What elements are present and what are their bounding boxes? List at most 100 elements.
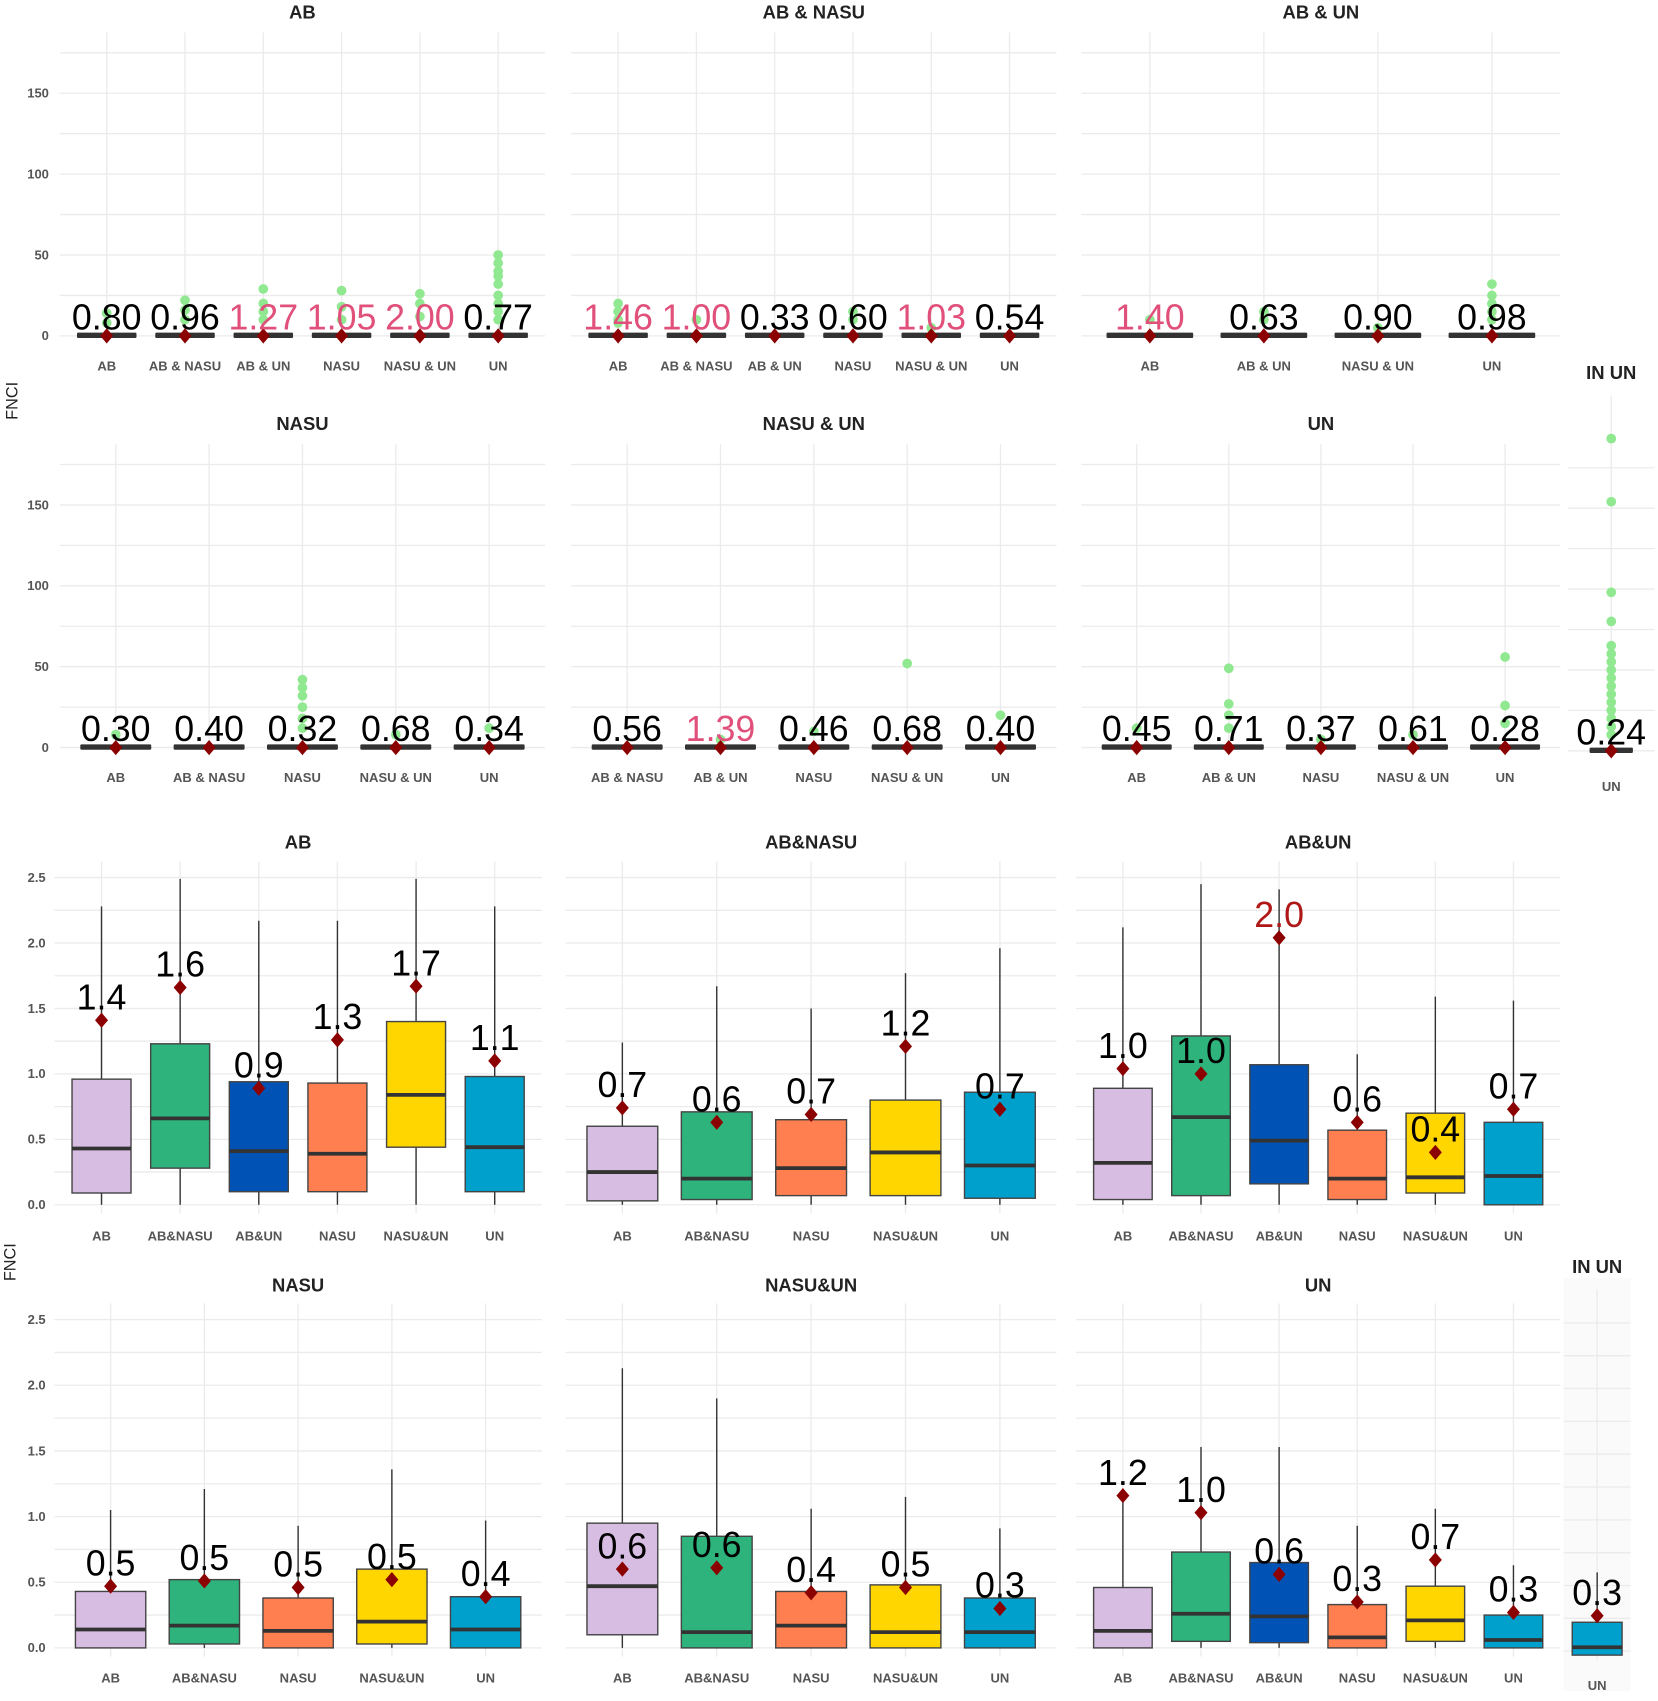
- y-tick-label: 0.5: [28, 1575, 46, 1590]
- mean-diamond: [1350, 1114, 1364, 1130]
- mean-diamond: [1143, 328, 1157, 344]
- y-tick-label: 1.5: [28, 1001, 46, 1016]
- x-tick-label: NASU: [795, 770, 832, 785]
- x-tick-label: UN: [1504, 1229, 1523, 1244]
- x-tick-label: NASU: [319, 1229, 356, 1244]
- outlier-point: [1606, 496, 1617, 507]
- outlier-point: [715, 734, 726, 745]
- mean-diamond: [202, 739, 216, 756]
- box-ab: [586, 1522, 659, 1636]
- x-tick-label: UN: [1602, 779, 1621, 794]
- mean-value-label: 0.3: [1332, 1559, 1382, 1599]
- mean-value-label: 0.45: [1102, 709, 1172, 749]
- outlier-point: [1606, 648, 1617, 659]
- y-tick-label: 0.5: [28, 1132, 46, 1147]
- facet-title: AB & UN: [1283, 1, 1360, 22]
- x-tick-label: AB & UN: [748, 359, 802, 374]
- mean-value-label: 0.7: [1489, 1066, 1539, 1106]
- outlier-point: [1258, 306, 1269, 317]
- x-tick-label: UN: [991, 1229, 1010, 1244]
- facet-panel-top-3: 0 50 100 150 NASU 0.30 AB 0.40 AB & NASU 0.32 NASU…: [27, 413, 546, 785]
- mean-value-label: 1.7: [391, 943, 441, 983]
- facet-title: UN: [1308, 413, 1335, 434]
- facet-title: AB&NASU: [765, 831, 857, 852]
- outlier-point: [493, 279, 504, 289]
- y-axis-title: FNCI: [4, 382, 22, 420]
- outlier-point: [1223, 699, 1234, 709]
- x-tick-label: AB & UN: [236, 359, 290, 374]
- facet-panel-bottom-5: UN 1.2 AB 1.0 AB&NASU 0.6 AB&UN 0.3 NASU 0.7 NASU&…: [1076, 1274, 1561, 1686]
- mean-diamond: [1498, 739, 1512, 756]
- mean-value-label: 0.5: [180, 1538, 230, 1578]
- mean-value-label: 1.0: [1176, 1031, 1226, 1071]
- outlier-point: [1606, 665, 1617, 675]
- mean-diamond: [256, 328, 270, 344]
- y-tick-label: 150: [27, 86, 49, 101]
- mean-value-label: 0.40: [174, 709, 244, 749]
- mean-value-label: 0.7: [786, 1072, 836, 1112]
- x-tick-label: UN: [991, 1671, 1010, 1686]
- box-un: [1571, 1621, 1623, 1656]
- y-tick-label: 150: [27, 497, 49, 512]
- mean-value-label: 0.3: [1489, 1570, 1539, 1610]
- mean-diamond: [804, 1585, 818, 1601]
- outlier-point: [1373, 322, 1383, 333]
- x-tick-label: NASU: [1302, 770, 1339, 785]
- mean-value-label: 0.4: [1410, 1110, 1460, 1150]
- x-tick-label: NASU: [284, 770, 321, 785]
- x-tick-label: AB&NASU: [684, 1229, 749, 1244]
- mean-value-label: 0.28: [1470, 709, 1540, 749]
- outlier-point: [1316, 734, 1326, 745]
- box-nasu: [775, 1119, 848, 1197]
- mean-diamond: [1272, 930, 1286, 946]
- mean-value-label: 0.33: [740, 297, 810, 337]
- outlier-point: [297, 690, 308, 701]
- box-ab-nasu: [1171, 1551, 1232, 1643]
- outlier-point: [297, 723, 308, 734]
- box-ab-nasu: [168, 1578, 241, 1645]
- mean-value-label: 0.40: [966, 709, 1036, 749]
- outlier-point: [180, 314, 190, 325]
- x-tick-label: UN: [1483, 359, 1502, 374]
- mean-diamond: [385, 1572, 399, 1588]
- y-tick-label: 2.5: [28, 1312, 46, 1327]
- mean-diamond: [95, 1012, 109, 1028]
- mean-value-label: 0.3: [975, 1566, 1025, 1606]
- mean-value-label: 0.6: [598, 1526, 648, 1566]
- outlier-point: [1606, 705, 1617, 716]
- box-un: [464, 1075, 525, 1193]
- mean-value-label: 1.39: [686, 709, 756, 749]
- mean-diamond: [197, 1573, 211, 1589]
- outlier-point: [1606, 640, 1617, 651]
- facet-title: NASU: [272, 1274, 324, 1295]
- box-nasu-un: [385, 1020, 447, 1148]
- outlier-point: [484, 723, 495, 734]
- facet-title: AB: [289, 1, 316, 22]
- x-tick-label: AB & UN: [1202, 770, 1256, 785]
- mean-diamond: [482, 739, 496, 756]
- outlier-point: [1223, 710, 1234, 721]
- outlier-point: [1606, 689, 1617, 700]
- box-nasu-un: [869, 1099, 942, 1197]
- outlier-point: [1606, 721, 1617, 732]
- x-tick-label: NASU: [835, 359, 872, 374]
- x-tick-label: AB: [101, 1671, 120, 1686]
- mean-value-label: 1.4: [77, 977, 127, 1017]
- mean-value-label: 0.54: [975, 297, 1045, 337]
- x-tick-label: AB & NASU: [591, 770, 663, 785]
- x-tick-label: UN: [485, 1229, 504, 1244]
- mean-value-label: 0.68: [361, 709, 431, 749]
- box-un: [1483, 1614, 1544, 1649]
- outlier-point: [995, 710, 1006, 721]
- facet-panel-top-0: 0 50 100 150 AB 0.80 AB 0.96 AB & NASU 1.27 AB & U…: [27, 1, 546, 374]
- y-tick-label: 100: [27, 578, 49, 593]
- facet-title: AB & NASU: [763, 1, 865, 22]
- outlier-point: [1223, 663, 1234, 674]
- outlier-point: [1500, 652, 1510, 662]
- mean-diamond: [413, 328, 427, 344]
- mean-value-label: 0.37: [1286, 709, 1356, 749]
- outlier-point: [297, 674, 308, 685]
- x-tick-label: AB&NASU: [684, 1671, 749, 1686]
- mean-value-label: 0.80: [72, 297, 142, 337]
